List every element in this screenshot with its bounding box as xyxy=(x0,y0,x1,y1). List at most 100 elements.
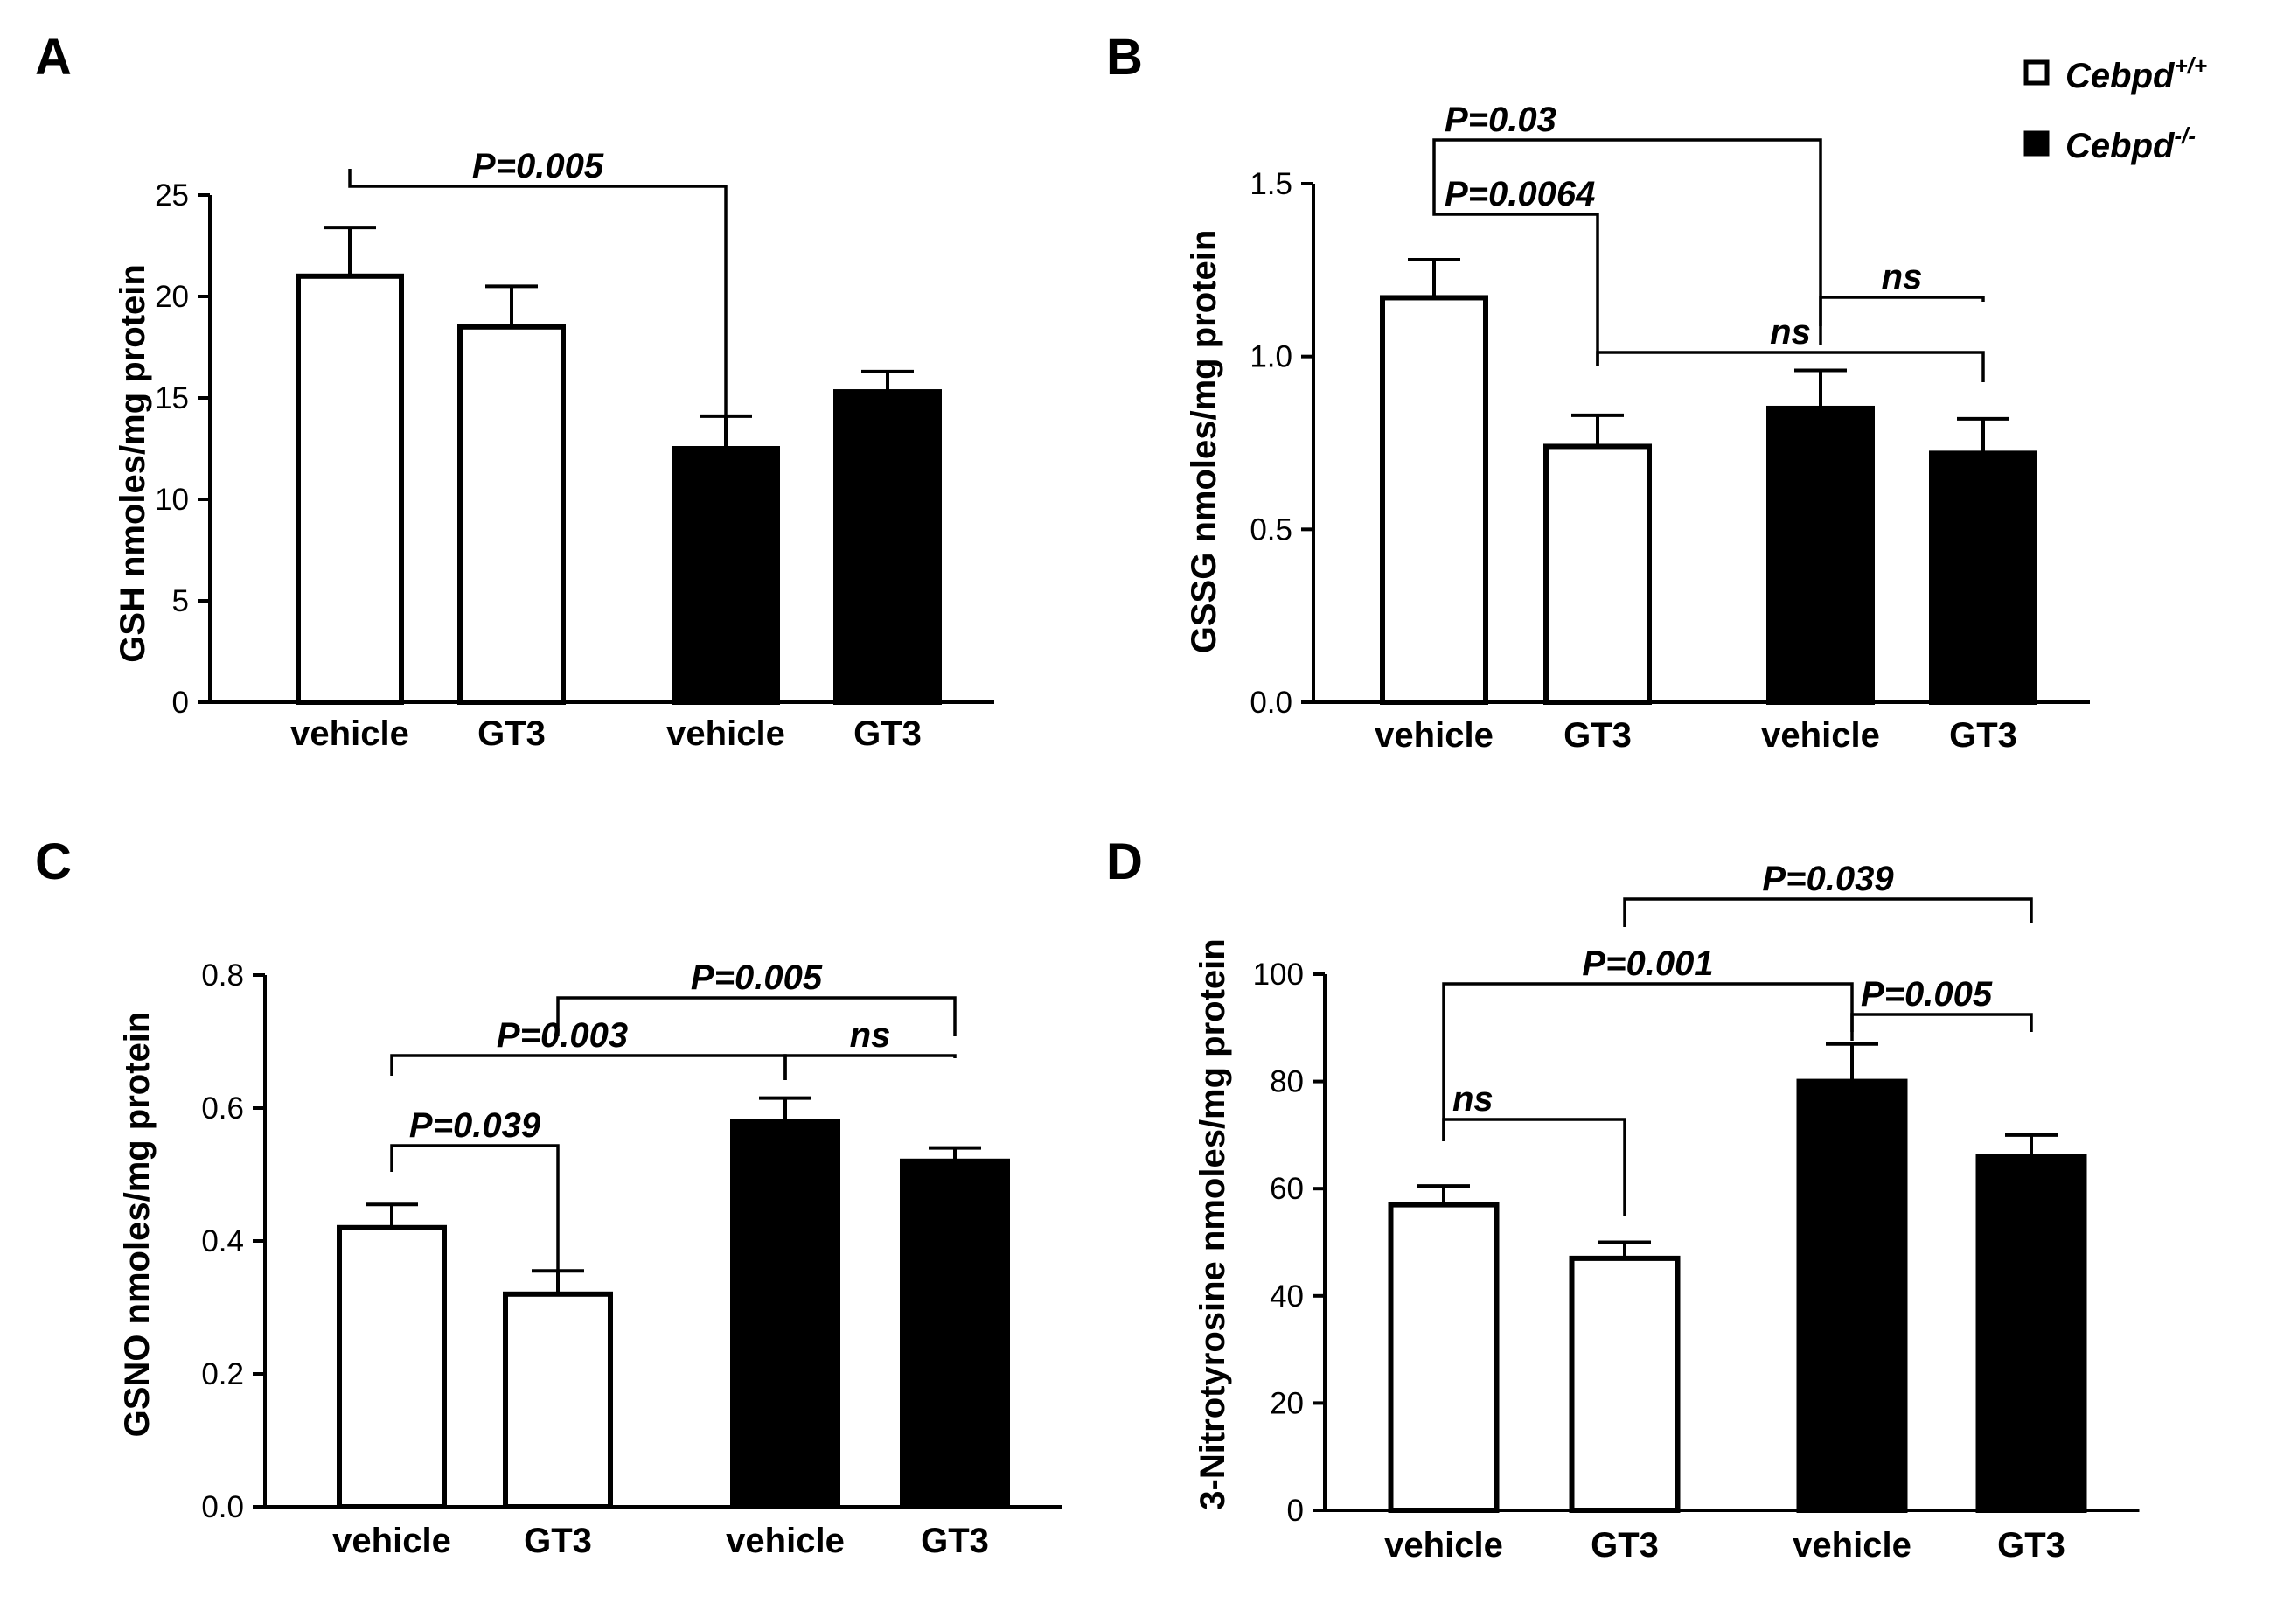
panel-letter: C xyxy=(35,833,72,890)
panel-c: C GSNO nmoles/mg protein 0.0 0.2 0.4 0.6 0.8… xyxy=(35,833,1062,1560)
p-value-label: ns xyxy=(1770,313,1811,352)
bar-wt-vehicle xyxy=(296,273,404,705)
category-label: GT3 xyxy=(1997,1526,2065,1565)
y-tick-label: 60 xyxy=(1270,1172,1304,1206)
y-tick-label: 0.5 xyxy=(1250,512,1292,547)
bar-ko-gt3 xyxy=(1975,1154,2087,1514)
y-axis-title: GSH nmoles/mg protein xyxy=(114,264,152,663)
y-tick-label: 20 xyxy=(1270,1386,1304,1420)
significance-bracket xyxy=(1432,138,1822,345)
category-label: GT3 xyxy=(1563,716,1632,755)
significance-bracket xyxy=(1442,1118,1626,1216)
panel-letter: B xyxy=(1106,29,1143,86)
p-value-label: ns xyxy=(850,1016,891,1055)
significance-bracket xyxy=(1850,1013,2033,1032)
category-label: vehicle xyxy=(1761,716,1880,755)
legend-label-ko-text: Cebpd xyxy=(2065,127,2176,165)
y-axis-title: GSSG nmoles/mg protein xyxy=(1185,230,1223,654)
y-tick-label: 40 xyxy=(1270,1279,1304,1314)
significance-bracket xyxy=(1596,351,1985,382)
bar-wt-vehicle xyxy=(1380,295,1488,705)
legend-swatch-ko xyxy=(2023,130,2050,157)
y-tick-label: 5 xyxy=(172,584,189,618)
legend: Cebpd+/+ Cebpd-/- xyxy=(2023,52,2207,165)
y-tick-label: 0 xyxy=(172,686,189,720)
p-value-label: P=0.001 xyxy=(1582,944,1713,983)
legend-label-ko: Cebpd-/- xyxy=(2065,122,2196,165)
y-tick-label: 0.8 xyxy=(201,958,244,993)
panel-letter: D xyxy=(1106,833,1143,890)
bar-ko-vehicle xyxy=(672,446,780,705)
category-label: vehicle xyxy=(1793,1526,1911,1565)
y-tick-label: 80 xyxy=(1270,1065,1304,1099)
legend-label-ko-sup: -/- xyxy=(2174,122,2196,149)
category-label: GT3 xyxy=(1591,1526,1659,1565)
p-value-label: P=0.003 xyxy=(497,1016,628,1055)
bar-ko-vehicle xyxy=(1766,405,1875,705)
category-label: vehicle xyxy=(332,1522,451,1560)
y-tick-label: 20 xyxy=(155,280,189,314)
significance-bracket xyxy=(348,169,728,446)
y-tick-label: 1.0 xyxy=(1250,340,1292,374)
y-axis-title: 3-Nitrotyrosine nmoles/mg protein xyxy=(1194,938,1232,1509)
significance-bracket xyxy=(390,1144,560,1272)
bar-ko-gt3 xyxy=(833,389,942,705)
significance-bracket xyxy=(1432,171,1599,366)
category-label: GT3 xyxy=(477,714,546,753)
y-tick-label: 0.4 xyxy=(201,1224,244,1258)
panel-letter: A xyxy=(35,29,72,86)
bar-wt-gt3 xyxy=(503,1291,613,1510)
category-label: vehicle xyxy=(666,714,785,753)
p-value-label: P=0.005 xyxy=(472,147,604,185)
bar-ko-gt3 xyxy=(900,1158,1010,1510)
y-tick-label: 0.2 xyxy=(201,1357,244,1391)
legend-swatch-wt xyxy=(2023,59,2050,86)
significance-bracket xyxy=(390,1054,787,1080)
legend-label-wt-sup: +/+ xyxy=(2174,52,2207,79)
bar-ko-vehicle xyxy=(1796,1078,1908,1513)
p-value-label: P=0.005 xyxy=(1861,975,1993,1014)
p-value-label: P=0.039 xyxy=(1762,860,1894,898)
p-value-label: P=0.005 xyxy=(691,958,823,997)
bar-ko-gt3 xyxy=(1929,450,2037,705)
p-value-label: ns xyxy=(1452,1080,1494,1119)
category-label: GT3 xyxy=(921,1522,989,1560)
category-label: vehicle xyxy=(1375,716,1494,755)
category-label: GT3 xyxy=(524,1522,592,1560)
category-label: vehicle xyxy=(1384,1526,1503,1565)
bar-wt-gt3 xyxy=(457,324,566,705)
y-tick-label: 0.0 xyxy=(201,1490,244,1524)
significance-bracket xyxy=(556,996,957,1036)
bar-ko-vehicle xyxy=(730,1119,840,1509)
p-value-label: P=0.0064 xyxy=(1445,175,1595,213)
p-value-label: P=0.03 xyxy=(1445,101,1556,139)
legend-label-wt-text: Cebpd xyxy=(2065,57,2176,95)
y-tick-label: 0 xyxy=(1287,1494,1304,1528)
bar-wt-gt3 xyxy=(1569,1255,1681,1513)
y-tick-label: 0.6 xyxy=(201,1091,244,1126)
p-value-label: ns xyxy=(1882,258,1923,296)
bar-wt-vehicle xyxy=(337,1224,447,1510)
y-tick-label: 15 xyxy=(155,381,189,415)
y-tick-label: 10 xyxy=(155,483,189,517)
bar-wt-vehicle xyxy=(1388,1202,1500,1513)
panel-a: A GSH nmoles/mg protein 0 5 10 15 20 25 vehicl… xyxy=(35,29,994,753)
y-axis-title: GSNO nmoles/mg protein xyxy=(118,1012,157,1438)
p-value-label: P=0.039 xyxy=(409,1106,541,1145)
significance-bracket xyxy=(1623,897,2033,927)
category-label: GT3 xyxy=(853,714,922,753)
significance-bracket xyxy=(1819,296,1985,326)
category-label: vehicle xyxy=(726,1522,845,1560)
y-tick-label: 0.0 xyxy=(1250,686,1292,720)
category-label: vehicle xyxy=(290,714,409,753)
bar-wt-gt3 xyxy=(1543,443,1652,705)
panel-b: B GSSG nmoles/mg protein 0.0 0.5 1.0 1.5 veh… xyxy=(1106,29,2090,755)
category-label: GT3 xyxy=(1949,716,2017,755)
y-tick-label: 25 xyxy=(155,178,189,213)
significance-bracket xyxy=(1442,982,1854,1141)
legend-label-wt: Cebpd+/+ xyxy=(2065,52,2207,95)
y-tick-label: 100 xyxy=(1253,958,1304,992)
panel-d: D 3-Nitrotyrosine nmoles/mg protein 0 20 4… xyxy=(1106,833,2140,1565)
significance-bracket xyxy=(783,1054,957,1080)
